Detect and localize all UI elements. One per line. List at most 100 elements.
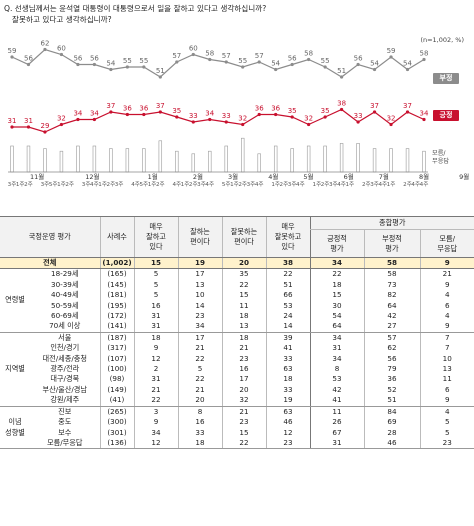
negative-value-label: 54 <box>403 60 412 68</box>
x-tick-label: 4주 <box>337 181 346 188</box>
row-value: 24 <box>265 311 310 322</box>
positive-point <box>92 117 96 122</box>
row-value: 41 <box>309 395 364 407</box>
positive-value-label: 37 <box>370 102 379 110</box>
x-tick-label: 4주 <box>90 181 99 188</box>
x-tick-label: 1주 <box>57 181 66 188</box>
x-tick-label: 3주 <box>115 181 124 188</box>
row-value: 34 <box>309 332 364 344</box>
negative-point <box>340 75 344 79</box>
row-value: 5 <box>177 364 222 375</box>
negative-point <box>422 57 426 62</box>
row-value: 33 <box>265 384 310 396</box>
row-value: 18 <box>221 311 266 322</box>
row-value: 57 <box>363 332 420 344</box>
row-value: 18 <box>221 332 266 344</box>
row-value: 10 <box>419 353 474 365</box>
row-n: (172) <box>99 311 134 322</box>
negative-value-label: 58 <box>420 50 429 58</box>
row-value: 51 <box>265 279 310 291</box>
row-value: 13 <box>177 279 222 291</box>
header-category: 국정운영 평가 <box>0 216 100 258</box>
header-very-good: 매우 잘하고 있다 <box>133 216 178 258</box>
positive-value-label: 32 <box>304 115 313 123</box>
row-label: 부산/울산/경남 <box>42 384 88 394</box>
row-value: 19 <box>177 256 222 270</box>
header-positive: 긍정적 평가 <box>309 229 364 258</box>
table-row: 인천/경기 (317) 9 21 21 41 31 62 7 <box>0 343 474 354</box>
row-label: 인천/경기 <box>50 343 80 353</box>
row-n: (195) <box>99 300 134 312</box>
row-value: 22 <box>177 374 222 385</box>
x-tick-label: 2주 <box>403 181 412 188</box>
negative-value-label: 55 <box>139 57 148 65</box>
results-table-wrap: 국정운영 평가 사례수 매우 잘하고 있다 잘하는 편이다 잘못하는 편이다 매우 잘못하… <box>0 216 474 450</box>
row-label: 광주/전라 <box>50 364 80 374</box>
negative-value-label: 51 <box>337 67 346 75</box>
row-value: 8 <box>309 364 364 375</box>
negative-value-label: 54 <box>271 60 280 68</box>
row-value: 34 <box>309 353 364 365</box>
row-value: 22 <box>221 279 266 291</box>
negative-value-label: 56 <box>354 55 363 63</box>
row-value: 2 <box>133 364 178 375</box>
positive-value-label: 34 <box>205 110 214 118</box>
row-value: 22 <box>177 353 222 365</box>
row-value: 16 <box>177 417 222 428</box>
question-line-1: Q. 선생님께서는 윤석열 대통령이 대통령으로서 일을 잘하고 있다고 생각하… <box>4 4 267 13</box>
positive-value-label: 33 <box>189 112 198 120</box>
header-dontknow: 모름/무응답 <box>419 229 474 258</box>
dontknow-bar <box>241 137 245 173</box>
row-value: 9 <box>133 417 178 428</box>
dontknow-bar <box>26 145 31 173</box>
positive-value-label: 34 <box>420 110 429 118</box>
row-n: (98) <box>99 374 134 385</box>
x-tick-label: 1주 <box>345 181 354 188</box>
group-label: 이념 성향별 <box>0 406 30 450</box>
negative-point <box>175 60 179 64</box>
legend-negative: 부정 <box>433 73 459 84</box>
x-tick-label: 4주 <box>296 181 305 188</box>
row-n: (149) <box>99 384 134 396</box>
negative-point <box>43 47 47 52</box>
table-row: 대구/경북 (98) 31 22 17 18 53 36 11 <box>0 374 474 385</box>
negative-value-label: 60 <box>189 45 198 53</box>
row-value: 67 <box>309 427 364 438</box>
row-value: 17 <box>177 268 222 280</box>
positive-point <box>208 117 212 122</box>
negative-point <box>356 62 360 67</box>
positive-point <box>158 110 162 114</box>
row-value: 15 <box>221 427 266 438</box>
row-label: 서울 <box>58 332 72 342</box>
row-value: 58 <box>363 268 420 280</box>
dontknow-bar <box>273 145 278 173</box>
row-value: 46 <box>363 437 420 450</box>
negative-point <box>257 60 261 64</box>
positive-value-label: 38 <box>337 100 346 108</box>
row-value: 21 <box>177 343 222 354</box>
row-value: 22 <box>309 268 364 280</box>
row-value: 62 <box>363 343 420 354</box>
positive-point <box>356 120 360 124</box>
negative-point <box>274 67 278 72</box>
negative-value-label: 58 <box>205 50 214 58</box>
positive-point <box>175 115 179 119</box>
row-label: 30-39세 <box>51 279 79 289</box>
positive-value-label: 37 <box>106 102 115 110</box>
x-tick-label: 1주 <box>16 181 25 188</box>
table-row: 모름/무응답 (136) 12 18 22 23 31 46 23 <box>0 437 474 450</box>
month-label: 12월 <box>85 172 99 181</box>
row-value: 42 <box>363 311 420 322</box>
table-body: 전체 (1,002) 15 19 20 38 34 58 9 연령별 18-29세 (165) 5 17 3… <box>0 256 474 450</box>
row-value: 58 <box>363 256 420 270</box>
x-tick-label: 5주 <box>139 181 148 188</box>
negative-value-label: 51 <box>156 67 165 75</box>
dontknow-bar <box>10 145 14 173</box>
header-good: 잘하는 편이다 <box>177 216 222 258</box>
row-value: 28 <box>363 427 420 438</box>
row-value: 12 <box>133 437 178 450</box>
x-tick-label: 1주 <box>271 181 280 188</box>
positive-point <box>76 117 80 122</box>
row-value: 79 <box>363 364 420 375</box>
row-n: (317) <box>99 343 134 354</box>
